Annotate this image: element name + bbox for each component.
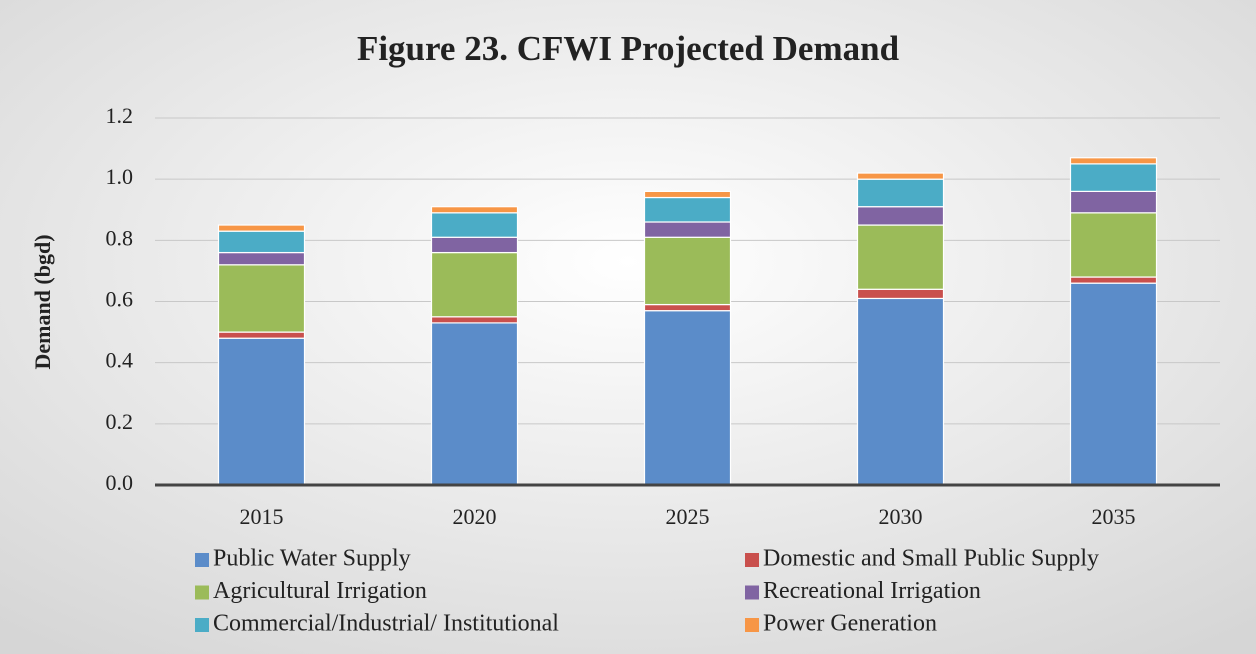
bar-segment — [1069, 157, 1158, 165]
legend-swatch — [195, 618, 209, 632]
bar-segment — [643, 310, 732, 486]
legend-label: Public Water Supply — [213, 546, 411, 572]
legend-swatch — [745, 585, 759, 600]
y-tick-label: 0.6 — [106, 287, 134, 312]
bar-segment — [643, 303, 732, 312]
bar-segment — [430, 316, 519, 324]
bar-segment — [430, 212, 519, 238]
legend-swatch — [745, 553, 759, 567]
bar-segment — [1069, 190, 1158, 214]
bar-segment — [217, 251, 306, 266]
x-tick-label: 2020 — [453, 504, 497, 529]
bar-segment — [1069, 276, 1158, 284]
bar-segment — [430, 236, 519, 254]
y-tick-label: 0.0 — [106, 470, 134, 495]
bar-segment — [1069, 212, 1158, 278]
legend-label: Power Generation — [763, 611, 937, 637]
bar-segment — [430, 322, 519, 486]
bar-segment — [856, 206, 945, 226]
y-tick-label: 0.2 — [106, 409, 134, 434]
bar-segment — [430, 206, 519, 214]
y-tick-label: 1.0 — [106, 164, 134, 189]
bar-segment — [643, 190, 732, 199]
bar-segment — [217, 224, 306, 232]
bar-segment — [643, 221, 732, 238]
y-tick-label: 0.8 — [106, 225, 134, 250]
bar-segment — [643, 236, 732, 306]
bar-segment — [1069, 163, 1158, 192]
bar-segment — [430, 251, 519, 318]
y-tick-label: 1.2 — [106, 103, 134, 128]
bar-segment — [856, 297, 945, 486]
bar-segment — [217, 264, 306, 333]
legend-swatch — [195, 553, 209, 567]
bar-segment — [217, 337, 306, 486]
bar-segment — [217, 331, 306, 339]
y-axis-label: Demand (bgd) — [30, 234, 55, 369]
bar-segment — [856, 178, 945, 208]
x-tick-label: 2025 — [666, 504, 710, 529]
x-tick-label: 2015 — [240, 504, 284, 529]
y-tick-label: 0.4 — [106, 348, 134, 373]
legend-label: Commercial/Industrial/ Institutional — [213, 611, 559, 637]
bar-segment — [643, 196, 732, 223]
legend-label: Domestic and Small Public Supply — [763, 546, 1099, 572]
bar-segment — [856, 224, 945, 290]
bar-segment — [217, 230, 306, 254]
bar-segment — [1069, 282, 1158, 486]
x-tick-label: 2030 — [879, 504, 923, 529]
bar-segment — [856, 288, 945, 300]
legend-label: Recreational Irrigation — [763, 578, 981, 604]
bar-segment — [856, 172, 945, 180]
legend-label: Agricultural Irrigation — [213, 578, 427, 604]
chart-title: Figure 23. CFWI Projected Demand — [357, 29, 900, 68]
legend-swatch — [195, 585, 209, 600]
legend-swatch — [745, 618, 759, 632]
x-tick-label: 2035 — [1092, 504, 1136, 529]
